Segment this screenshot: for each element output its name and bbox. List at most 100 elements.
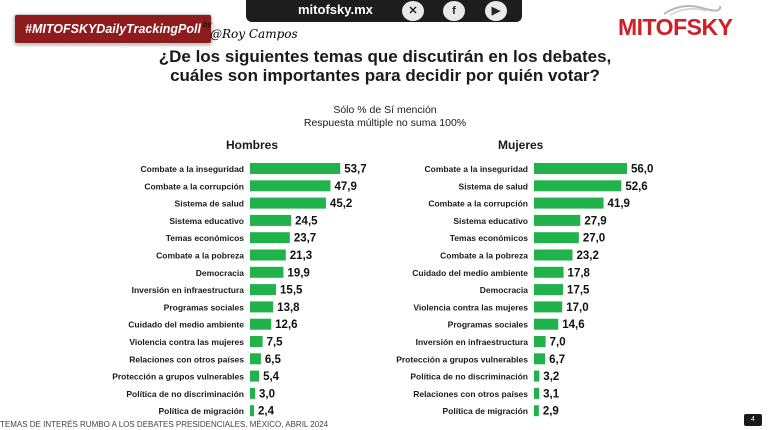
- bar: [534, 336, 546, 347]
- category-label: Política de migración: [443, 406, 529, 416]
- bar: [250, 370, 260, 382]
- data-label: 47,9: [334, 181, 356, 193]
- facebook-icon[interactable]: f: [443, 1, 465, 21]
- category-label: Combate a la pobreza: [156, 251, 244, 261]
- bar: [250, 232, 290, 244]
- bar: [250, 387, 256, 399]
- data-label: 7,5: [267, 337, 284, 349]
- data-label: 19,9: [287, 267, 309, 279]
- bar: [534, 284, 564, 296]
- brand-logo: MITOFSKY: [618, 14, 733, 40]
- category-label: Combate a la inseguridad: [141, 164, 244, 174]
- bar: [534, 405, 539, 417]
- category-label: Política de no discriminación: [410, 372, 528, 382]
- bar: [534, 370, 540, 382]
- data-label: 2,4: [258, 406, 275, 418]
- data-label: 23,2: [577, 250, 599, 262]
- category-label: Inversión en infraestructura: [416, 337, 529, 347]
- data-label: 27,9: [584, 215, 606, 227]
- bar: [250, 163, 341, 174]
- category-label: Sistema de salud: [175, 199, 244, 209]
- by-label: by: [203, 20, 212, 29]
- category-label: Política de migración: [159, 406, 245, 416]
- category-label: Relaciones con otros países: [129, 354, 244, 364]
- data-label: 13,8: [277, 302, 300, 314]
- chart-subtitle: Sólo % de Sí mención: [333, 104, 437, 116]
- category-label: Temas económicos: [450, 233, 529, 243]
- bar: [534, 197, 604, 209]
- bar: [250, 353, 261, 365]
- category-label: Relaciones con otros países: [413, 389, 528, 399]
- data-label: 17,8: [568, 267, 591, 279]
- page-number: 4: [744, 414, 762, 426]
- category-label: Combate a la corrupción: [428, 199, 528, 209]
- brand-mark-icon: [663, 5, 722, 16]
- data-label: 17,5: [567, 285, 590, 297]
- bar: [534, 163, 627, 174]
- data-label: 45,2: [330, 198, 352, 210]
- footer-text: TEMAS DE INTERÉS RUMBO A LOS DEBATES PRE…: [0, 420, 329, 429]
- data-label: 14,6: [562, 319, 584, 331]
- bar: [250, 249, 286, 261]
- data-label: 21,3: [290, 250, 312, 262]
- data-label: 3,2: [543, 371, 559, 383]
- category-label: Sistema de salud: [459, 181, 528, 191]
- category-label: Combate a la inseguridad: [425, 164, 528, 174]
- data-label: 6,7: [549, 354, 565, 366]
- bar: [250, 214, 292, 226]
- data-label: 53,7: [344, 164, 366, 176]
- bar: [250, 284, 277, 296]
- category-label: Democracia: [480, 285, 528, 295]
- top-bar: mitofsky.mx ✕ f ▶: [246, 0, 522, 22]
- category-label: Protección a grupos vulnerables: [112, 372, 244, 382]
- category-label: Cuidado del medio ambiente: [412, 268, 528, 278]
- category-label: Sistema educativo: [169, 216, 244, 226]
- bar: [534, 180, 622, 192]
- data-label: 7,0: [550, 337, 566, 349]
- category-label: Cuidado del medio ambiente: [128, 320, 244, 330]
- category-label: Sistema educativo: [453, 216, 528, 226]
- data-label: 2,9: [543, 406, 559, 418]
- data-label: 3,0: [259, 388, 275, 400]
- bar: [534, 232, 579, 244]
- category-label: Democracia: [196, 268, 244, 278]
- category-label: Combate a la pobreza: [440, 251, 528, 261]
- bar: [534, 214, 581, 226]
- category-label: Inversión en infraestructura: [132, 285, 245, 295]
- data-label: 5,4: [263, 371, 280, 383]
- bar: [250, 180, 331, 192]
- category-label: Política de no discriminación: [126, 389, 244, 399]
- category-label: Programas sociales: [164, 302, 245, 312]
- category-label: Protección a grupos vulnerables: [396, 354, 528, 364]
- x-icon[interactable]: ✕: [402, 1, 424, 21]
- bar: [250, 266, 284, 278]
- data-label: 15,5: [280, 285, 303, 297]
- data-label: 23,7: [294, 233, 316, 245]
- bar: [534, 353, 546, 365]
- data-label: 41,9: [608, 198, 630, 210]
- bar: [250, 197, 326, 209]
- bar: [534, 249, 573, 261]
- data-label: 24,5: [295, 215, 318, 227]
- bar: [534, 318, 559, 330]
- data-label: 52,6: [625, 181, 647, 193]
- website-link[interactable]: mitofsky.mx: [298, 2, 373, 17]
- data-label: 56,0: [631, 164, 653, 176]
- hashtag-badge: #MITOFSKYDailyTrackingPoll: [14, 14, 212, 44]
- youtube-icon[interactable]: ▶: [485, 1, 507, 21]
- chart-title: ¿De los siguientes temas que discutirán …: [158, 47, 612, 85]
- author-signature: @Roy Campos: [210, 27, 298, 41]
- data-label: 27,0: [583, 233, 605, 245]
- data-label: 3,1: [543, 388, 560, 400]
- data-label: 6,5: [265, 354, 282, 366]
- category-label: Combate a la corrupción: [144, 181, 244, 191]
- bar: [250, 405, 255, 417]
- category-label: Violencia contra las mujeres: [129, 337, 244, 347]
- bar: [250, 318, 272, 330]
- data-label: 12,6: [275, 319, 297, 331]
- data-label: 17,0: [566, 302, 588, 314]
- bar: [250, 336, 263, 347]
- chart-note: Respuesta múltiple no suma 100%: [303, 117, 467, 129]
- category-label: Programas sociales: [448, 320, 529, 330]
